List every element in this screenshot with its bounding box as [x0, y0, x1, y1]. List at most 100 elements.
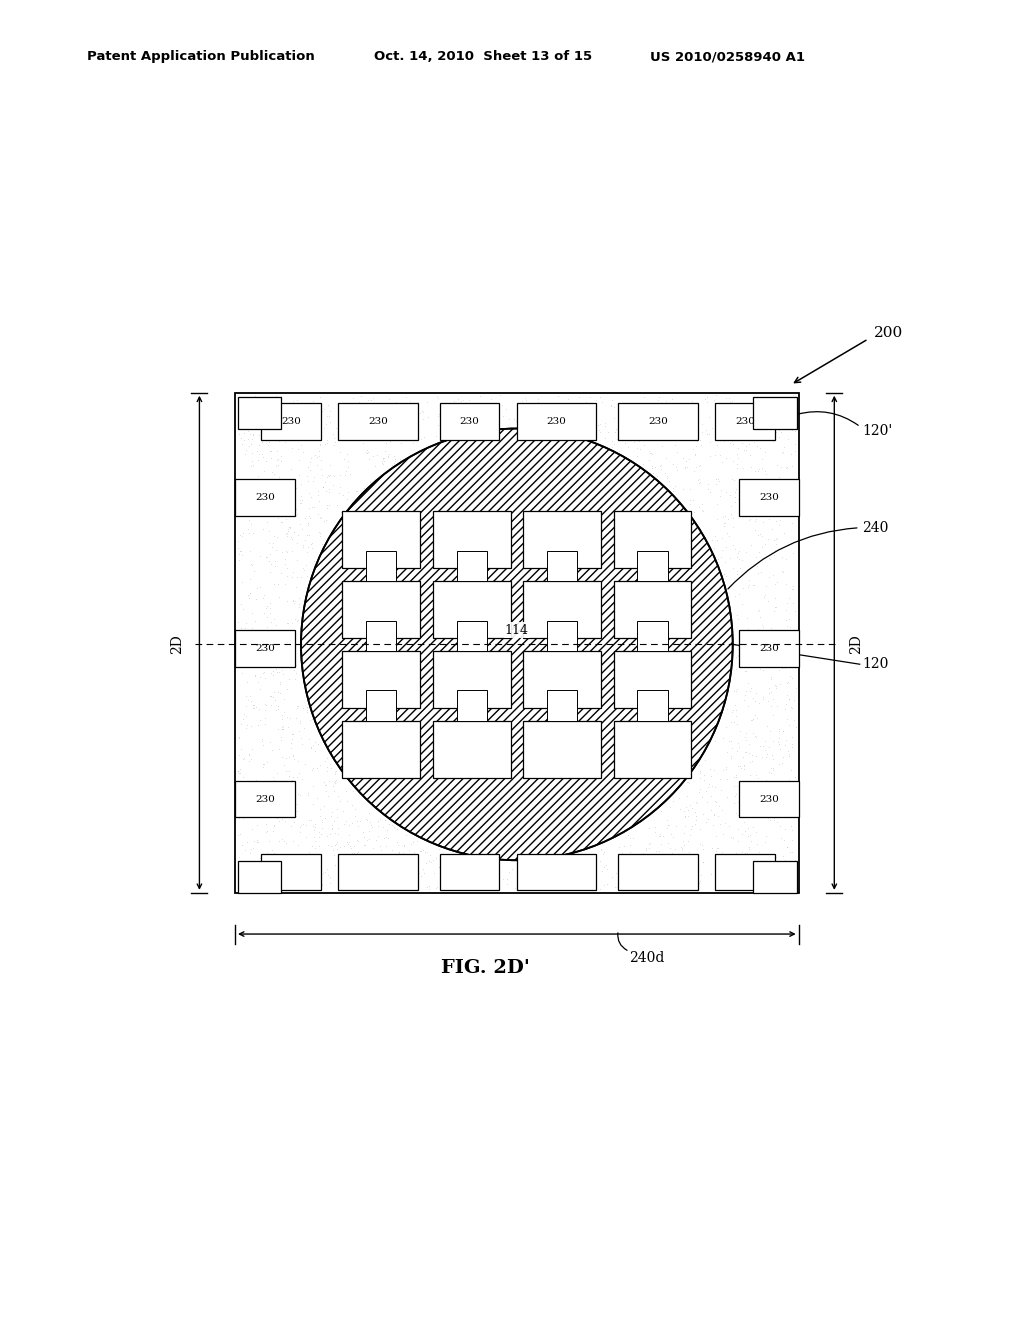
Point [229, 850, 246, 871]
Point [679, 457, 695, 478]
Point [245, 697, 261, 718]
Point [404, 404, 421, 425]
Point [718, 759, 734, 780]
Point [738, 413, 755, 434]
Point [723, 496, 739, 517]
Point [603, 436, 620, 457]
Point [688, 810, 705, 832]
Point [236, 704, 252, 725]
Point [718, 447, 734, 469]
Point [773, 421, 790, 442]
Point [239, 775, 255, 796]
Point [750, 408, 766, 429]
Point [768, 677, 784, 698]
Point [682, 825, 698, 846]
Point [629, 445, 645, 466]
Point [708, 469, 724, 490]
Point [735, 747, 752, 768]
Point [310, 836, 327, 857]
Point [695, 851, 712, 873]
Point [718, 566, 734, 587]
Point [469, 878, 485, 899]
Point [393, 432, 410, 453]
Point [721, 525, 737, 546]
Point [732, 632, 749, 653]
Point [352, 810, 369, 832]
Point [262, 653, 279, 675]
Point [279, 557, 295, 578]
Point [255, 461, 271, 482]
Point [604, 430, 621, 451]
Point [719, 425, 735, 446]
Point [606, 421, 623, 442]
Point [741, 631, 758, 652]
Point [322, 455, 338, 477]
Point [386, 816, 402, 837]
Point [313, 425, 330, 446]
Point [632, 438, 648, 459]
Point [692, 779, 709, 800]
Point [230, 531, 247, 552]
Point [760, 845, 776, 866]
Point [263, 686, 280, 708]
Point [440, 857, 457, 878]
Point [691, 469, 708, 490]
Point [275, 754, 292, 775]
Bar [238, 397, 282, 429]
Point [303, 447, 319, 469]
Point [257, 714, 273, 735]
Point [238, 685, 254, 706]
Point [298, 826, 314, 847]
Point [671, 863, 687, 884]
Point [379, 408, 395, 429]
Point [726, 539, 742, 560]
Point [382, 430, 398, 451]
Point [741, 627, 758, 648]
Point [510, 874, 526, 895]
Point [258, 813, 274, 834]
Bar [342, 721, 420, 777]
Point [233, 738, 250, 759]
Point [231, 391, 248, 412]
Point [318, 756, 335, 777]
Point [337, 465, 353, 486]
Point [383, 428, 399, 449]
Point [270, 739, 287, 760]
Point [247, 665, 263, 686]
Point [259, 645, 275, 667]
Point [753, 486, 769, 507]
Point [644, 455, 660, 477]
Point [234, 767, 251, 788]
Point [744, 503, 761, 524]
Point [395, 842, 412, 863]
Point [356, 834, 373, 855]
Point [712, 768, 728, 789]
Point [270, 574, 287, 595]
Point [348, 480, 365, 502]
Point [315, 477, 332, 498]
Point [249, 418, 265, 440]
Point [645, 428, 662, 449]
Point [394, 847, 411, 869]
Point [342, 424, 358, 445]
Point [238, 850, 254, 871]
Point [625, 425, 641, 446]
Point [279, 706, 295, 727]
Point [723, 730, 739, 751]
Point [289, 504, 305, 525]
Point [274, 715, 291, 737]
Point [255, 754, 271, 775]
Point [279, 590, 295, 611]
Bar [547, 620, 578, 651]
Point [712, 855, 728, 876]
Point [758, 825, 774, 846]
Point [748, 638, 764, 659]
Point [285, 879, 301, 900]
Point [728, 479, 744, 500]
Point [716, 564, 732, 585]
Point [628, 846, 644, 867]
Point [674, 840, 690, 861]
Point [607, 418, 624, 440]
Point [234, 708, 251, 729]
Point [274, 631, 291, 652]
